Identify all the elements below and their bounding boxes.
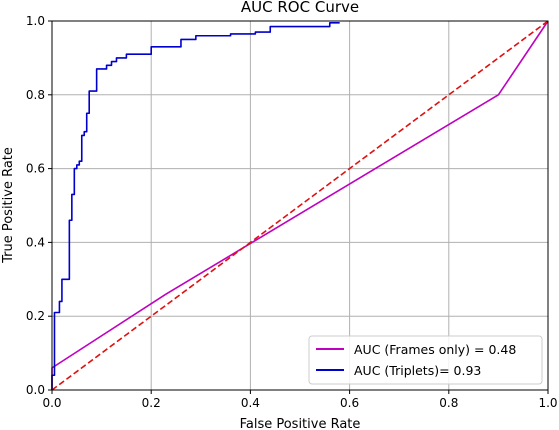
y-tick-label: 0.4 (26, 235, 45, 249)
y-tick-label: 0.0 (26, 383, 45, 397)
legend-label-frames-only: AUC (Frames only) = 0.48 (354, 342, 516, 357)
x-tick-label: 0.0 (42, 396, 61, 410)
plot-frame (51, 20, 549, 391)
chart-title: AUC ROC Curve (241, 0, 359, 16)
y-axis-label: True Positive Rate (1, 147, 16, 264)
y-tick-label: 0.8 (26, 88, 45, 102)
y-tick-label: 0.2 (26, 309, 45, 323)
tick-layer: 0.0 0.2 0.4 0.6 0.8 1.0 0.0 0.2 0.4 0.6 0.8 1.0 (26, 14, 558, 410)
legend-label-triplets: AUC (Triplets)= 0.93 (354, 363, 481, 378)
x-tick-label: 0.2 (142, 396, 161, 410)
legend-box (308, 335, 543, 385)
y-tick-label: 1.0 (26, 14, 45, 28)
x-tick-label: 0.8 (439, 396, 458, 410)
series-line-triplets (51, 22, 340, 390)
x-tick-label: 0.4 (241, 396, 260, 410)
legend: AUC (Frames only) = 0.48 AUC (Triplets)=… (308, 335, 543, 385)
x-tick-label: 1.0 (538, 396, 557, 410)
x-axis-label: False Positive Rate (240, 417, 361, 430)
chance-diagonal-line (51, 20, 549, 391)
series-layer (51, 20, 549, 391)
x-tick-label: 0.6 (340, 396, 359, 410)
y-tick-label: 0.6 (26, 162, 45, 176)
